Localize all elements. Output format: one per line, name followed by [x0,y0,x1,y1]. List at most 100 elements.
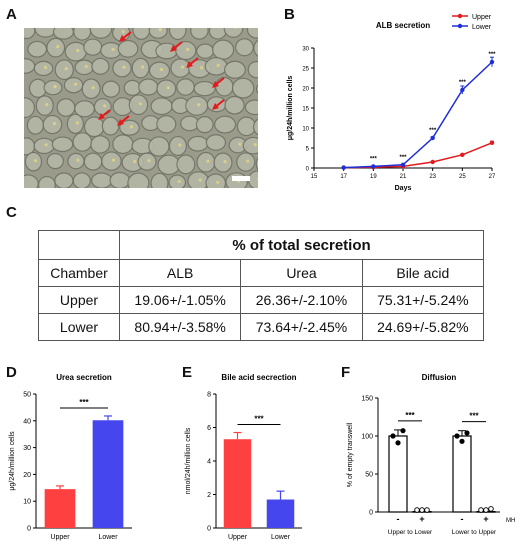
cell-shape [196,43,215,59]
cell-shape [66,113,84,134]
significance-label: *** [399,155,407,161]
y-tick-label: 25 [302,67,309,73]
replicate-point [488,506,494,512]
cell-granule [246,159,250,163]
cell-shape [138,78,159,96]
y-tick-label: 15 [302,107,309,113]
replicate-point [400,428,406,434]
cell-granule [216,63,220,67]
replicate-point [419,507,425,513]
table-title: % of total secretion [119,230,484,260]
cell-shape [24,97,36,119]
chart-title: ALB secretion [376,21,430,30]
x-tick-label: Lower [271,534,291,541]
table-corner-cell [38,230,120,260]
x-tick-label: 25 [459,174,466,180]
replicate-point [414,507,420,513]
series-line-lower [343,61,493,169]
red-arrow-icon [119,35,126,42]
cell-granule [197,103,201,107]
red-arrow-icon [212,81,219,88]
y-tick-label: 20 [23,472,31,479]
x-tick-label: Lower [98,534,118,541]
cell-shape [231,77,255,99]
cell-shape [246,28,258,39]
significance-label: *** [254,415,264,424]
replicate-point [459,438,465,444]
cell-shape [255,157,258,171]
cell-granule [64,67,68,71]
table-header-cell: Bile acid [361,259,485,287]
cell-shape [43,79,63,96]
cell-granule [33,159,38,163]
cell-granule [147,159,151,163]
y-tick-label: 5 [306,147,310,153]
cell-shape [137,152,157,171]
y-tick-label: 8 [207,392,211,399]
red-arrow-icon [212,103,219,110]
cell-shape [187,171,210,188]
bar-upper [223,439,252,528]
replicate-point [478,507,484,513]
cell-shape [73,28,92,41]
cell-granule [198,178,202,182]
cell-shape [27,40,48,58]
x-tick-label: 15 [311,174,318,180]
cell-shape [51,136,74,153]
table-cell: 73.64+/-2.45% [240,313,363,341]
cell-granule [121,30,125,34]
x-tick-label: Upper [50,534,70,541]
significance-label: *** [459,80,467,86]
mh-label: MH [506,518,515,524]
cell-shape [37,175,56,188]
significance-label: *** [405,411,415,420]
y-tick-label: 40 [23,418,31,425]
cell-shape [253,39,258,57]
bar-lower [266,499,295,528]
replicate-point [390,433,396,439]
diffusion-chart: Diffusion 0 50 100 150 % of empty transwell - +… [347,373,515,536]
cell-shape [101,151,122,171]
cell-granule [133,159,137,164]
table-row: Lower 80.94+/-3.58% 73.64+/-2.45% 24.69+… [38,313,485,341]
data-point [371,164,376,169]
cell-granule [76,49,80,53]
data-point [430,135,435,141]
cell-shape [90,135,111,154]
cell-granule [166,86,170,90]
cell-shape [214,115,237,134]
cell-shape [74,59,94,76]
cell-shape [193,80,216,97]
table-row: Upper 19.06+/-1.05% 26.36+/-2.10% 75.31+… [38,286,485,314]
cell-granule [84,64,88,68]
data-point [489,140,495,145]
significance-label: *** [370,156,378,162]
cell-shape [101,116,120,136]
cell-granule [43,65,48,69]
series-line-upper [343,142,493,169]
replicate-point [424,507,430,513]
bar-lower [92,420,124,528]
x-tick-label: - [461,514,464,524]
cell-shape [83,38,103,56]
cell-shape [33,60,54,77]
table-cell: 24.69+/-5.82% [361,313,485,341]
bar-upper [44,489,76,528]
bile-acid-secretion-chart: Bile acid secrection 0 2 4 6 8 nmol/24h/millio… [185,373,302,541]
cell-shape [52,28,74,40]
alb-secretion-chart: ALB secretion 0 5 10 15 20 25 30 15 17 19 21 23 25 27 D… [287,13,496,192]
cell-shape [148,28,168,39]
cell-shape [150,97,173,116]
cell-shape [244,99,258,116]
cell-granule [129,125,134,129]
cell-shape [35,95,54,116]
cell-shape [128,94,149,116]
cell-shape [215,76,234,97]
panel-label-c: C [6,204,17,221]
cell-shape [64,41,88,62]
scale-bar [232,176,250,181]
cell-shape [213,152,233,173]
cell-shape [255,84,258,94]
bar [452,435,472,513]
panel-label-b: B [284,6,295,23]
